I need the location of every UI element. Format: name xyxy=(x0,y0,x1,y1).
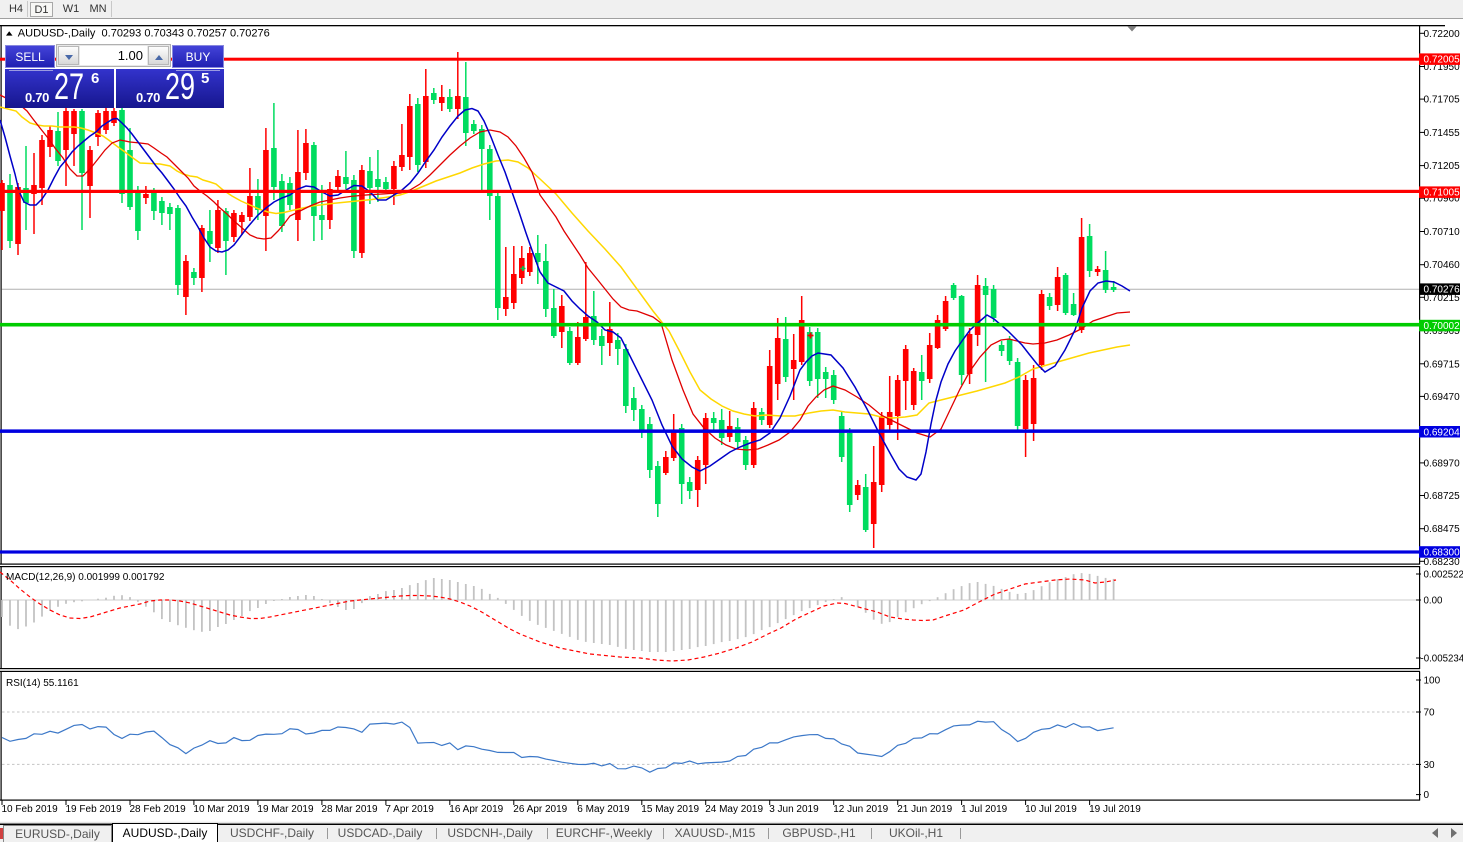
svg-text:0.70710: 0.70710 xyxy=(1424,227,1461,238)
svg-text:24 May 2019: 24 May 2019 xyxy=(705,804,763,815)
svg-text:16 Apr 2019: 16 Apr 2019 xyxy=(449,804,503,815)
svg-text:19 Jul 2019: 19 Jul 2019 xyxy=(1089,804,1141,815)
svg-text:28 Mar 2019: 28 Mar 2019 xyxy=(321,804,378,815)
svg-text:0.002522: 0.002522 xyxy=(1424,570,1463,581)
svg-text:0.72200: 0.72200 xyxy=(1424,29,1461,40)
svg-text:10 Feb 2019: 10 Feb 2019 xyxy=(2,804,59,815)
svg-text:0.69965: 0.69965 xyxy=(1424,326,1461,337)
svg-text:0.00: 0.00 xyxy=(1424,596,1443,607)
svg-text:0.69715: 0.69715 xyxy=(1424,359,1461,370)
svg-text:21 Jun 2019: 21 Jun 2019 xyxy=(897,804,952,815)
svg-text:0.69470: 0.69470 xyxy=(1424,392,1461,403)
svg-text:0.68300: 0.68300 xyxy=(1424,548,1461,559)
svg-text:100: 100 xyxy=(1424,676,1441,687)
svg-text:0.70460: 0.70460 xyxy=(1424,260,1461,271)
svg-text:7 Apr 2019: 7 Apr 2019 xyxy=(385,804,434,815)
svg-text:0.72005: 0.72005 xyxy=(1424,55,1461,66)
svg-text:30: 30 xyxy=(1424,760,1436,771)
svg-text:26 Apr 2019: 26 Apr 2019 xyxy=(513,804,567,815)
svg-text:19 Feb 2019: 19 Feb 2019 xyxy=(66,804,123,815)
svg-text:0.70960: 0.70960 xyxy=(1424,194,1461,205)
svg-text:10 Mar 2019: 10 Mar 2019 xyxy=(193,804,250,815)
svg-text:0.68725: 0.68725 xyxy=(1424,491,1461,502)
svg-text:0.68230: 0.68230 xyxy=(1424,557,1461,568)
svg-text:15 May 2019: 15 May 2019 xyxy=(641,804,699,815)
svg-text:0.71005: 0.71005 xyxy=(1424,188,1461,199)
svg-text:RSI(14) 55.1161: RSI(14) 55.1161 xyxy=(6,678,79,689)
svg-text:0.68475: 0.68475 xyxy=(1424,524,1461,535)
svg-text:MACD(12,26,9) 0.001999 0.00179: MACD(12,26,9) 0.001999 0.001792 xyxy=(6,572,165,583)
svg-text:0.71205: 0.71205 xyxy=(1424,161,1461,172)
svg-text:0.71705: 0.71705 xyxy=(1424,95,1461,106)
svg-text:0.69204: 0.69204 xyxy=(1424,427,1461,438)
svg-text:1 Jul 2019: 1 Jul 2019 xyxy=(961,804,1008,815)
svg-text:6 May 2019: 6 May 2019 xyxy=(577,804,630,815)
svg-text:0: 0 xyxy=(1424,790,1430,801)
svg-text:19 Mar 2019: 19 Mar 2019 xyxy=(257,804,314,815)
svg-text:0.71455: 0.71455 xyxy=(1424,128,1461,139)
svg-text:AUDUSD-,Daily 0.70293 0.70343: AUDUSD-,Daily 0.70293 0.70343 0.70257 0.… xyxy=(18,28,270,40)
svg-text:0.68970: 0.68970 xyxy=(1424,458,1461,469)
svg-text:-0.005234: -0.005234 xyxy=(1421,654,1463,665)
svg-text:0.70215: 0.70215 xyxy=(1424,293,1461,304)
svg-text:0.70276: 0.70276 xyxy=(1424,285,1461,296)
svg-text:12 Jun 2019: 12 Jun 2019 xyxy=(833,804,888,815)
svg-text:0.70002: 0.70002 xyxy=(1424,321,1461,332)
svg-text:10 Jul 2019: 10 Jul 2019 xyxy=(1025,804,1077,815)
svg-text:28 Feb 2019: 28 Feb 2019 xyxy=(130,804,187,815)
svg-text:0.71950: 0.71950 xyxy=(1424,62,1461,73)
svg-text:3 Jun 2019: 3 Jun 2019 xyxy=(769,804,819,815)
svg-text:70: 70 xyxy=(1424,708,1436,719)
